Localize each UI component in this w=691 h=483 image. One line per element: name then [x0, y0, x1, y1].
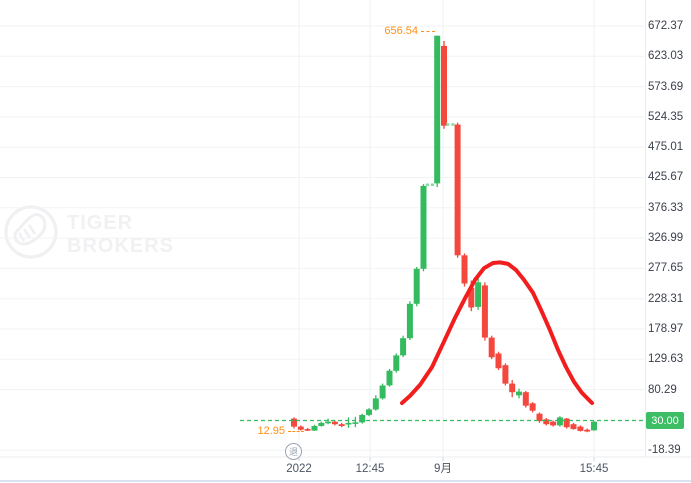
delisted-event-badge[interactable]: 退: [285, 443, 302, 460]
high-price-annotation: 656.54: [340, 25, 435, 37]
watermark-line1: TIGER: [67, 211, 134, 234]
bottom-divider: [0, 480, 691, 482]
y-axis-tick-label: 672.37: [648, 20, 684, 32]
low-annotation-dash: [288, 430, 304, 432]
y-axis-tick-label: 376.33: [648, 202, 684, 214]
low-price-annotation: 12.95: [230, 425, 304, 437]
y-axis-tick-label: 573.69: [648, 81, 684, 93]
y-axis-tick-label: 524.35: [648, 111, 684, 123]
watermark-line2: BROKERS: [67, 234, 175, 257]
y-axis-tick-label: 475.01: [648, 141, 684, 153]
y-axis-tick-label: 326.99: [648, 232, 684, 244]
y-axis-tick-label: -18.39: [648, 444, 681, 456]
y-axis-tick-label: 228.31: [648, 293, 684, 305]
x-axis-tick-label: 15:45: [579, 463, 609, 475]
tiger-brokers-watermark: TIGER BROKERS: [3, 204, 174, 265]
y-axis-tick-label: 277.65: [648, 262, 684, 274]
high-annotation-dash: [421, 30, 435, 32]
low-price-label: 12.95: [257, 425, 285, 437]
x-axis-tick-label: 12:45: [355, 463, 385, 475]
y-axis-tick-label: 80.29: [648, 384, 677, 396]
price-axis[interactable]: 672.37 623.03 573.69 524.35 475.01 425.67 376.…: [648, 0, 691, 457]
y-axis-tick-label: 623.03: [648, 50, 684, 62]
x-axis-tick-label: 2022: [286, 463, 312, 475]
tiger-brokers-logo-icon: [3, 204, 59, 265]
x-axis-tick-label: 9月: [434, 463, 452, 475]
current-price-badge: 30.00: [646, 412, 684, 429]
y-axis-tick-label: 178.97: [648, 323, 684, 335]
time-axis[interactable]: 2022 12:45 9月 15:45: [0, 461, 691, 479]
high-price-label: 656.54: [384, 25, 418, 37]
y-axis-tick-label: 425.67: [648, 171, 684, 183]
watermark-text: TIGER BROKERS: [67, 212, 174, 258]
y-axis-tick-label: 129.63: [648, 353, 684, 365]
